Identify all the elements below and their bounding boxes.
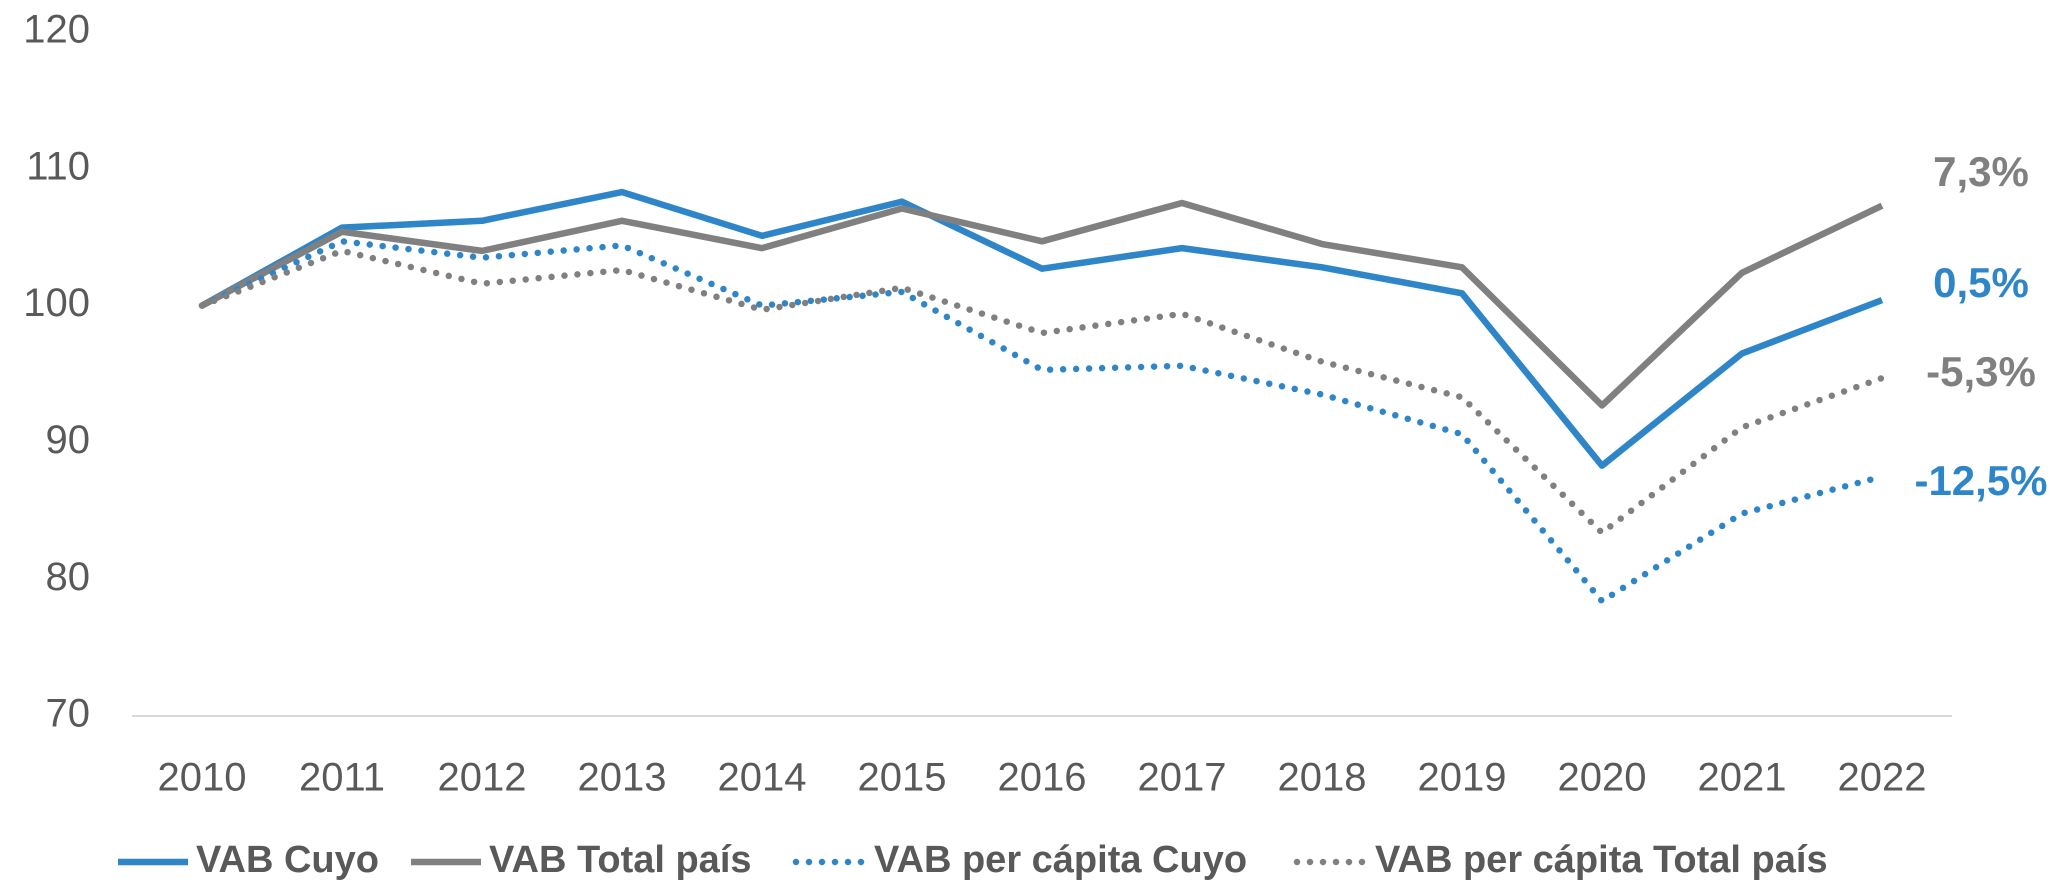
x-tick-label: 2015 <box>858 756 947 800</box>
legend-label: VAB Total país <box>489 839 752 881</box>
y-tick-label: 90 <box>46 418 91 462</box>
x-tick-label: 2013 <box>578 756 667 800</box>
y-tick-label: 80 <box>46 555 91 599</box>
x-tick-label: 2011 <box>299 756 385 800</box>
x-tick-label: 2020 <box>1558 756 1647 800</box>
x-tick-label: 2012 <box>438 756 527 800</box>
x-tick-label: 2021 <box>1698 756 1787 800</box>
legend-label: VAB per cápita Cuyo <box>874 839 1247 881</box>
end-label: -5,3% <box>1926 348 2036 395</box>
series-line <box>200 188 1884 469</box>
end-label: 0,5% <box>1933 259 2029 306</box>
x-tick-label: 2016 <box>998 756 1087 800</box>
end-label: -12,5% <box>1914 457 2047 504</box>
x-tick-label: 2017 <box>1138 756 1227 800</box>
x-tick-label: 2018 <box>1278 756 1367 800</box>
legend-label: VAB per cápita Total país <box>1375 839 1828 881</box>
series-line <box>198 247 1886 537</box>
y-tick-label: 100 <box>23 281 90 325</box>
series-line <box>200 199 1884 409</box>
x-tick-label: 2019 <box>1418 756 1507 800</box>
end-label: 7,3% <box>1933 148 2029 195</box>
x-tick-label: 2022 <box>1838 756 1927 800</box>
x-tick-label: 2014 <box>718 756 807 800</box>
y-tick-label: 120 <box>23 8 90 52</box>
x-tick-label: 2010 <box>158 756 247 800</box>
y-tick-label: 110 <box>26 144 90 188</box>
series-line <box>198 237 1886 606</box>
y-tick-label: 70 <box>46 692 91 736</box>
legend-label: VAB Cuyo <box>196 839 379 881</box>
